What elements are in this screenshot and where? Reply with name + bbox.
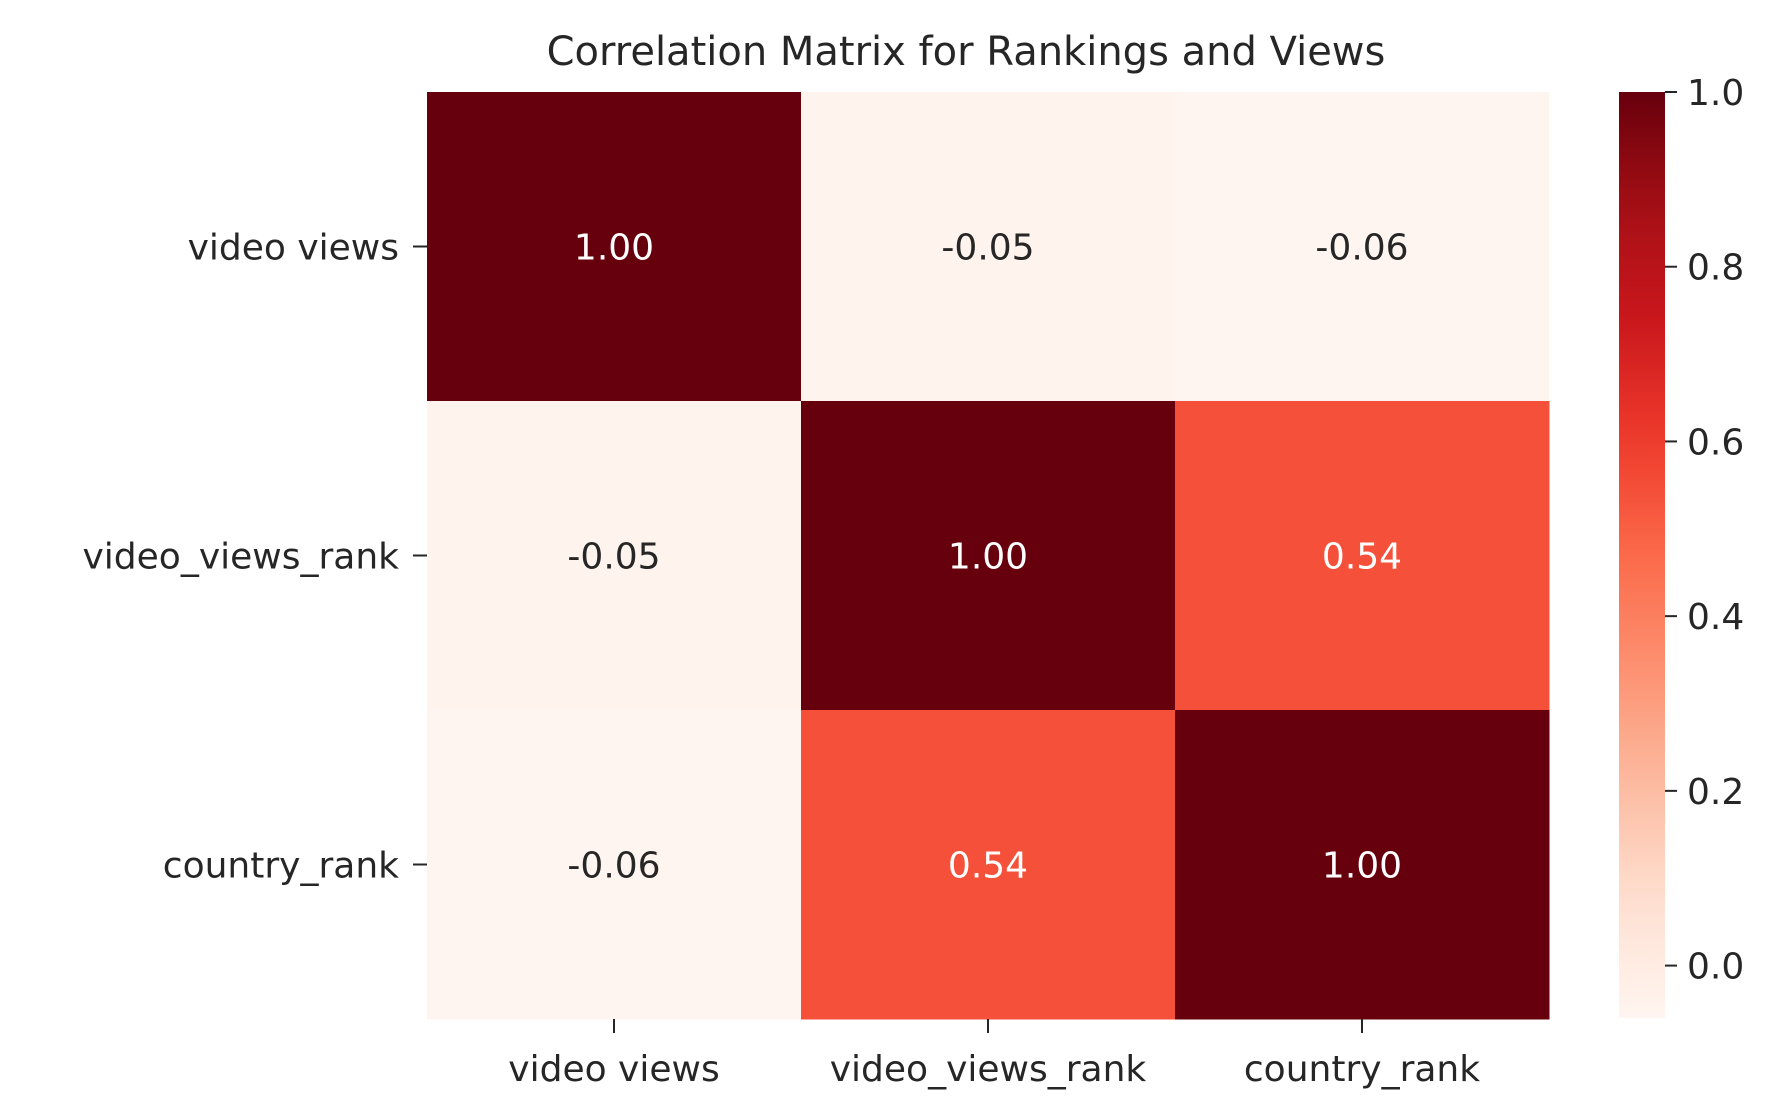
heatmap-cell-1-0 [427,401,802,711]
cell-value-label: 0.54 [948,846,1028,887]
cell-value-label: -0.05 [567,537,660,578]
colorbar-gradient [1619,92,1665,1018]
heatmap-cell-labels: 1.00 -0.05 -0.06 -0.05 1.00 0.54 -0.06 0.54 1.00 [567,228,1408,887]
colorbar-tick-label: 1.0 [1687,73,1744,114]
heatmap-cell-2-2 [1175,710,1550,1020]
y-tick-label-video-views-rank: video_views_rank [82,537,399,578]
heatmap-cell-0-1 [801,92,1176,402]
colorbar: 0.0 0.2 0.4 0.6 0.8 1.0 [1619,73,1744,1018]
y-tick-label-video-views: video views [188,228,399,269]
heatmap-cell-2-0 [427,710,802,1020]
colorbar-tick-label: 0.4 [1687,597,1744,638]
x-axis: video views video_views_rank country_rank [508,1019,1480,1090]
colorbar-tick-label: 0.2 [1687,772,1744,813]
chart-title: Correlation Matrix for Rankings and View… [547,29,1386,75]
cell-value-label: 0.54 [1322,537,1402,578]
heatmap-cell-2-1 [801,710,1176,1020]
x-tick-label-video-views: video views [508,1049,719,1090]
heatmap-cell-0-2 [1175,92,1550,402]
cell-value-label: -0.06 [567,846,660,887]
heatmap-cells [427,92,1550,1020]
colorbar-tick-label: 0.6 [1687,422,1744,463]
heatmap-cell-0-0 [427,92,802,402]
heatmap-cell-1-1 [801,401,1176,711]
cell-value-label: 1.00 [948,537,1028,578]
y-tick-label-country-rank: country_rank [163,846,399,887]
cell-value-label: -0.06 [1315,228,1408,269]
cell-value-label: 1.00 [574,228,654,269]
y-axis: video views video_views_rank country_rank [82,228,427,887]
cell-value-label: 1.00 [1322,846,1402,887]
x-tick-label-video-views-rank: video_views_rank [830,1049,1147,1090]
heatmap-cell-1-2 [1175,401,1550,711]
cell-value-label: -0.05 [941,228,1034,269]
colorbar-tick-label: 0.8 [1687,248,1744,289]
x-tick-label-country-rank: country_rank [1244,1049,1480,1090]
colorbar-tick-label: 0.0 [1687,947,1744,988]
